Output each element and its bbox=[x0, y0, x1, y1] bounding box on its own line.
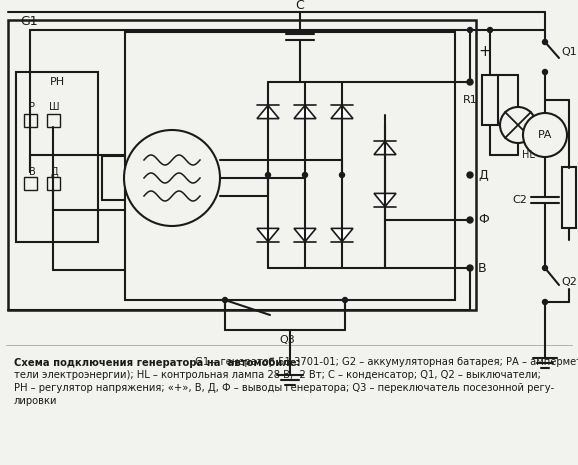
Circle shape bbox=[467, 217, 473, 223]
Text: R1: R1 bbox=[462, 95, 477, 105]
Text: В: В bbox=[478, 261, 487, 274]
Text: Q2: Q2 bbox=[561, 277, 577, 287]
Circle shape bbox=[543, 299, 547, 305]
Text: G1 – генератор 51.3701-01; G2 – аккумуляторная батарея; РА – амперметр; R1 – шун: G1 – генератор 51.3701-01; G2 – аккумуля… bbox=[192, 357, 578, 367]
Bar bbox=[8, 20, 476, 310]
Text: C2: C2 bbox=[512, 195, 527, 205]
Text: HL: HL bbox=[522, 150, 535, 160]
Text: тели электроэнергии); HL – контрольная лампа 28 В,  2 Вт; С – конденсатор; Q1, Q: тели электроэнергии); HL – контрольная л… bbox=[14, 370, 541, 380]
Circle shape bbox=[467, 79, 473, 85]
Text: C: C bbox=[295, 0, 305, 13]
Circle shape bbox=[500, 107, 536, 143]
Text: Ф: Ф bbox=[478, 213, 489, 226]
Circle shape bbox=[468, 27, 472, 33]
Bar bbox=[24, 177, 37, 190]
Text: РН – регулятор напряжения; «+», В, Д, Ф – выводы генератора; Q3 – переключатель : РН – регулятор напряжения; «+», В, Д, Ф … bbox=[14, 383, 554, 393]
Circle shape bbox=[223, 298, 228, 303]
Text: G1: G1 bbox=[20, 15, 38, 28]
Circle shape bbox=[302, 173, 307, 178]
Bar bbox=[562, 167, 576, 228]
Polygon shape bbox=[257, 106, 279, 119]
Polygon shape bbox=[294, 106, 316, 119]
Text: лировки: лировки bbox=[14, 396, 57, 406]
Circle shape bbox=[523, 113, 567, 157]
Polygon shape bbox=[294, 228, 316, 242]
Circle shape bbox=[343, 298, 347, 303]
Text: Д: Д bbox=[50, 167, 58, 177]
Text: Ш: Ш bbox=[49, 102, 60, 112]
Polygon shape bbox=[331, 106, 353, 119]
Circle shape bbox=[543, 266, 547, 271]
Text: Р: Р bbox=[29, 102, 35, 112]
Circle shape bbox=[339, 173, 344, 178]
Polygon shape bbox=[374, 141, 396, 154]
Polygon shape bbox=[257, 228, 279, 242]
Circle shape bbox=[543, 40, 547, 45]
Polygon shape bbox=[331, 228, 353, 242]
Text: В: В bbox=[29, 167, 35, 177]
Circle shape bbox=[487, 27, 492, 33]
Bar bbox=[482, 75, 498, 125]
Bar bbox=[47, 114, 60, 127]
Text: Д: Д bbox=[478, 168, 488, 181]
Text: РН: РН bbox=[50, 77, 65, 87]
Circle shape bbox=[124, 130, 220, 226]
Circle shape bbox=[467, 172, 473, 178]
Text: Q1: Q1 bbox=[561, 47, 577, 57]
Text: +: + bbox=[478, 45, 491, 60]
Circle shape bbox=[265, 173, 271, 178]
Polygon shape bbox=[374, 193, 396, 206]
Bar bbox=[24, 114, 37, 127]
Circle shape bbox=[543, 69, 547, 74]
Text: Схема подключения генератора на  автомобиле:: Схема подключения генератора на автомоби… bbox=[14, 357, 301, 367]
Bar bbox=[16, 72, 98, 242]
Text: РА: РА bbox=[538, 130, 552, 140]
Circle shape bbox=[467, 265, 473, 271]
Text: Q3: Q3 bbox=[279, 335, 295, 345]
Bar bbox=[125, 32, 455, 300]
Bar bbox=[47, 177, 60, 190]
